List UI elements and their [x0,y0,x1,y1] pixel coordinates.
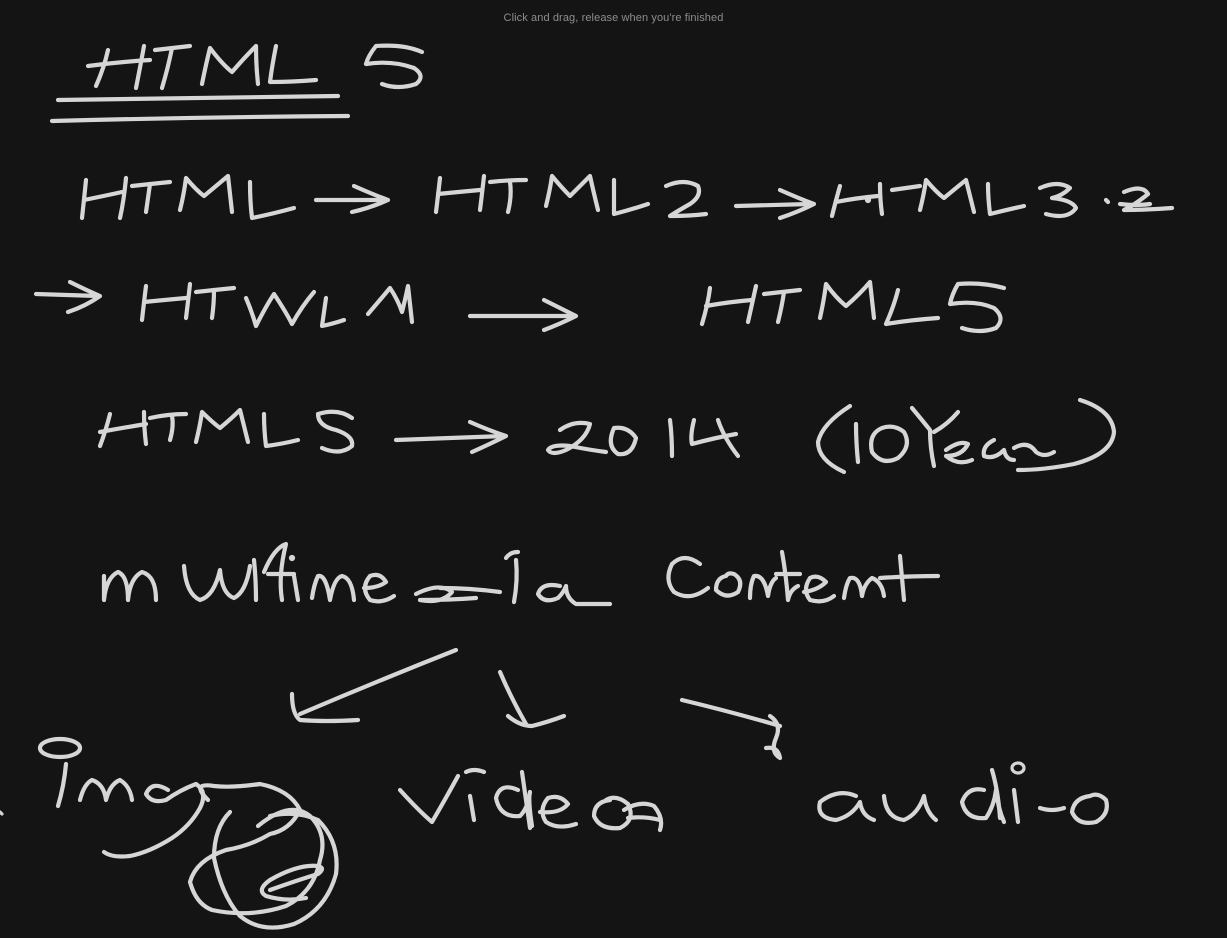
handwritten-branch-arrows [289,647,783,761]
handwritten-line-html5-2014 [97,397,1117,475]
handwritten-line-multimedia-content [101,541,941,607]
handwritten-edge-mark [0,810,4,816]
handwritten-line-media-types [37,736,1109,930]
handwritten-line-html-versions-1 [79,173,1175,221]
handwritten-title-html5 [49,43,425,124]
capture-instruction-text: Click and drag, release when you're fini… [503,12,724,24]
handwritten-line-html-versions-2 [33,279,1007,334]
